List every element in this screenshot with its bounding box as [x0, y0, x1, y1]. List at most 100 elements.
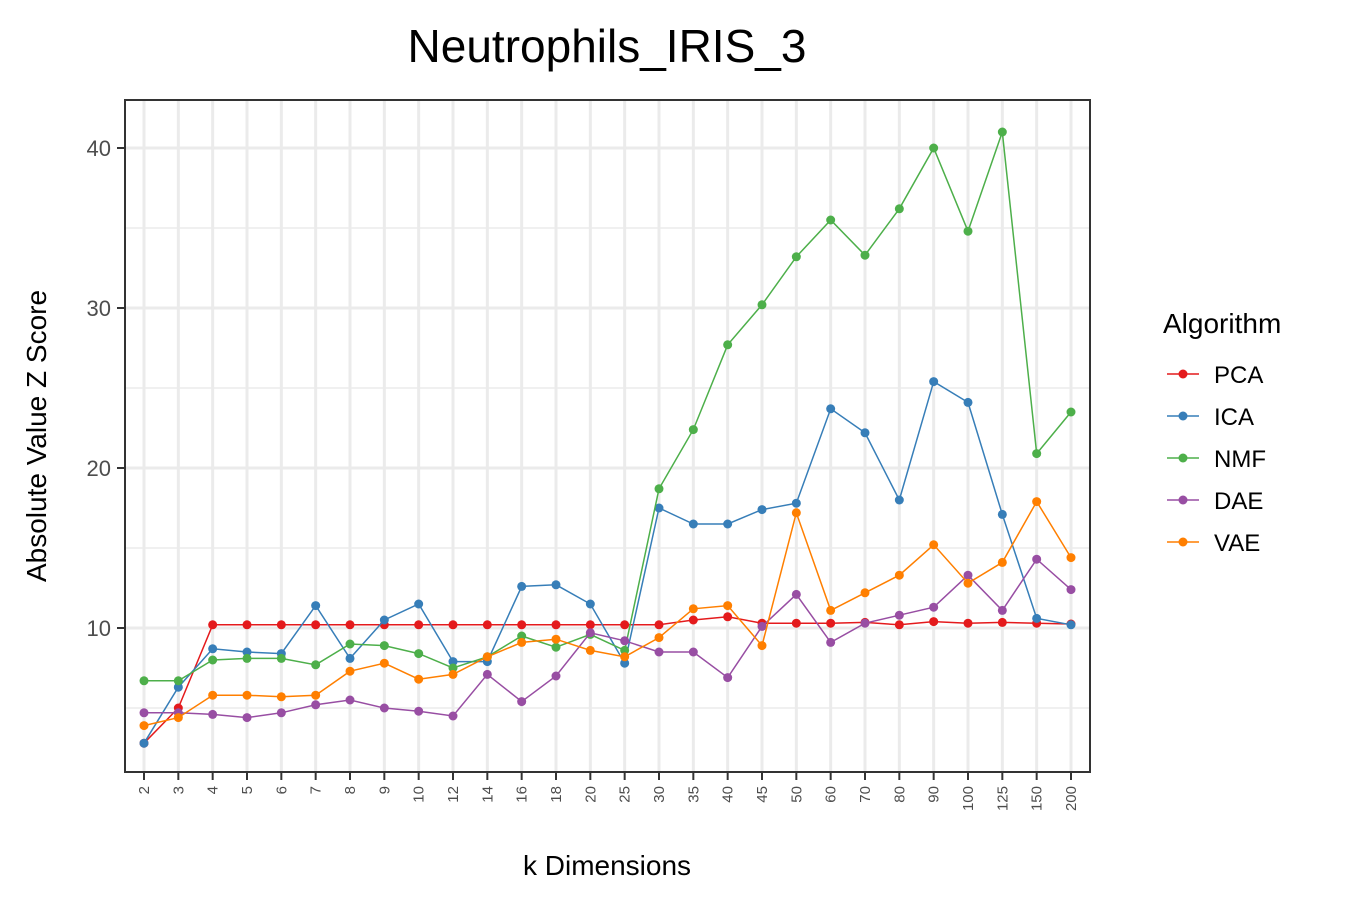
data-point-nmf: [688, 425, 698, 435]
data-point-vae: [242, 690, 252, 700]
data-point-nmf: [551, 642, 561, 652]
data-point-nmf: [414, 649, 424, 659]
data-point-vae: [173, 713, 183, 723]
legend-item-ica: ICA: [1167, 404, 1254, 431]
data-point-dae: [311, 700, 321, 710]
data-point-dae: [379, 703, 389, 713]
data-point-dae: [276, 708, 286, 718]
legend-item-dae: DAE: [1167, 488, 1263, 515]
data-point-vae: [517, 637, 527, 647]
data-point-dae: [929, 602, 939, 612]
data-point-ica: [929, 377, 939, 387]
data-point-pca: [963, 618, 973, 628]
legend-item-nmf: NMF: [1167, 446, 1266, 473]
series-dae: [139, 554, 1076, 723]
legend-label-pca: PCA: [1214, 362, 1263, 389]
data-point-dae: [585, 628, 595, 638]
data-point-vae: [414, 674, 424, 684]
legend: Algorithm PCA ICA NMF DAE VAE: [1163, 308, 1281, 557]
data-point-ica: [585, 599, 595, 609]
data-point-pca: [276, 620, 286, 630]
data-point-vae: [894, 570, 904, 580]
data-point-dae: [723, 673, 733, 683]
data-point-ica: [791, 498, 801, 508]
data-point-vae: [963, 578, 973, 588]
data-point-nmf: [517, 631, 527, 641]
series-line-pca: [143, 616, 1072, 744]
data-point-nmf: [1066, 407, 1076, 417]
data-point-vae: [620, 652, 630, 662]
data-point-pca: [791, 618, 801, 628]
x-tick-label: 70: [857, 786, 874, 803]
legend-label-vae: VAE: [1214, 530, 1260, 557]
data-point-dae: [894, 610, 904, 620]
data-point-nmf: [654, 484, 664, 494]
data-point-dae: [963, 570, 973, 580]
legend-item-pca: PCA: [1167, 362, 1263, 389]
series-nmf: [139, 127, 1076, 686]
x-tick-label: 7: [308, 786, 325, 794]
y-tick-label: 40: [87, 136, 111, 161]
data-point-pca: [551, 620, 561, 630]
x-axis-title: k Dimensions: [523, 850, 691, 881]
data-point-pca: [242, 620, 252, 630]
data-point-dae: [139, 708, 149, 718]
x-tick-label: 30: [651, 786, 668, 803]
data-point-dae: [757, 621, 767, 631]
data-point-pca: [345, 620, 355, 630]
data-point-dae: [345, 695, 355, 705]
data-point-ica: [551, 580, 561, 590]
data-point-pca: [654, 620, 664, 630]
data-point-ica: [826, 404, 836, 414]
data-point-pca: [723, 612, 733, 622]
data-point-dae: [860, 618, 870, 628]
data-point-vae: [551, 634, 561, 644]
data-point-ica: [688, 519, 698, 529]
data-point-dae: [482, 669, 492, 679]
x-tick-label: 3: [170, 786, 187, 794]
data-point-nmf: [963, 226, 973, 236]
plot-area: [125, 100, 1090, 772]
data-point-vae: [482, 652, 492, 662]
x-tick-label: 10: [411, 786, 428, 803]
chart-title: Neutrophils_IRIS_3: [408, 20, 807, 72]
data-point-pca: [997, 617, 1007, 627]
data-point-vae: [1066, 553, 1076, 563]
data-point-nmf: [379, 641, 389, 651]
data-point-dae: [826, 637, 836, 647]
data-point-ica: [345, 653, 355, 663]
data-point-pca: [894, 620, 904, 630]
series-line-dae: [144, 558, 1072, 719]
legend-marker-pca: [1178, 369, 1188, 379]
x-tick-label: 2: [136, 786, 153, 794]
data-point-ica: [1066, 620, 1076, 630]
data-point-nmf: [894, 204, 904, 214]
data-point-ica: [139, 738, 149, 748]
data-point-pca: [929, 617, 939, 627]
data-point-nmf: [791, 252, 801, 262]
data-point-vae: [654, 633, 664, 643]
data-point-dae: [791, 589, 801, 599]
x-tick-label: 6: [273, 786, 290, 794]
data-point-ica: [414, 599, 424, 609]
data-point-vae: [585, 645, 595, 655]
data-point-nmf: [173, 676, 183, 686]
legend-title: Algorithm: [1163, 308, 1281, 339]
x-tick-label: 12: [445, 786, 462, 803]
data-point-vae: [1032, 497, 1042, 507]
y-tick-label: 10: [87, 616, 111, 641]
data-point-pca: [688, 615, 698, 625]
data-point-nmf: [929, 143, 939, 153]
data-point-dae: [997, 605, 1007, 615]
x-tick-label: 125: [994, 786, 1011, 811]
series-line-vae: [143, 500, 1072, 727]
x-tick-label: 60: [823, 786, 840, 803]
x-tick-label: 5: [239, 786, 256, 794]
data-point-ica: [517, 581, 527, 591]
legend-item-vae: VAE: [1167, 530, 1260, 557]
series-vae: [139, 497, 1076, 731]
data-point-dae: [620, 636, 630, 646]
data-point-pca: [517, 620, 527, 630]
legend-marker-nmf: [1178, 453, 1188, 463]
